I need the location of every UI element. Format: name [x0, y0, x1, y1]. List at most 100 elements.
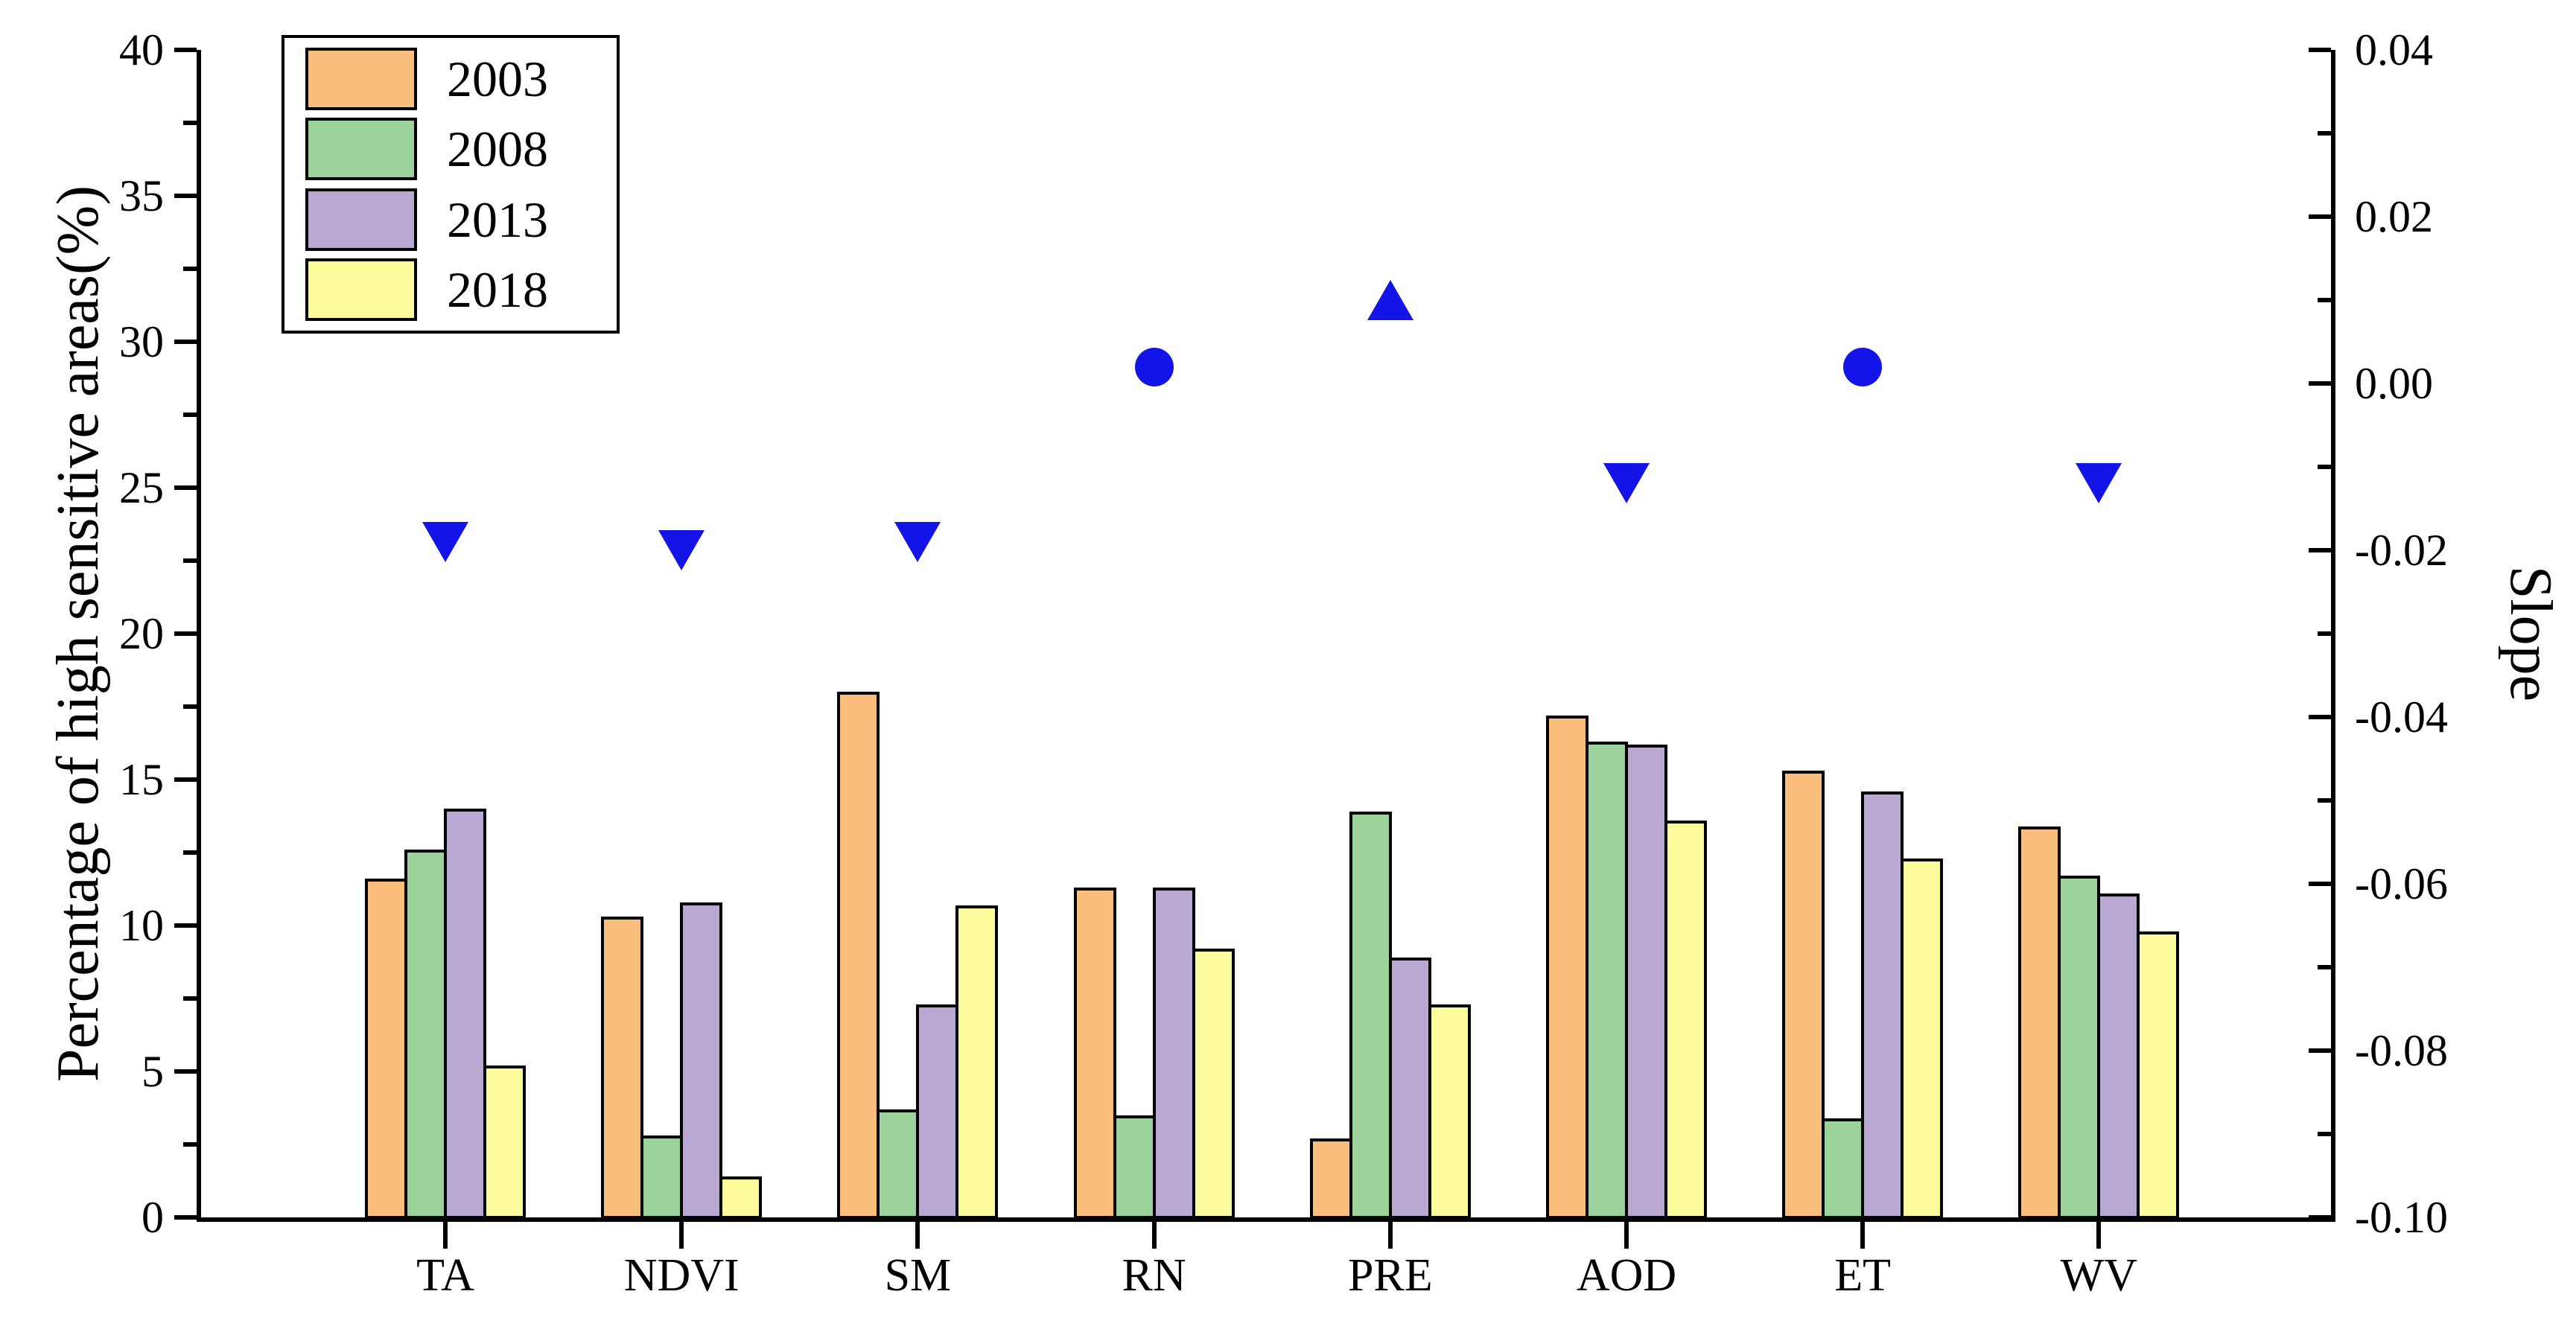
bar-2008-NDVI [640, 1135, 684, 1219]
right-axis-minor-tick [2318, 1132, 2331, 1136]
left-axis-minor-tick [183, 413, 197, 417]
left-axis-major-tick [174, 777, 197, 782]
right-axis-minor-tick [2318, 631, 2331, 636]
left-axis-minor-tick [183, 850, 197, 855]
legend-swatch-2003 [305, 47, 417, 110]
right-axis-tick-label: 0.04 [2355, 25, 2433, 74]
right-axis-major-tick [2309, 715, 2331, 719]
left-axis-tick-label: 15 [119, 755, 164, 804]
x-axis-tick [443, 1222, 448, 1249]
left-axis-minor-tick [183, 558, 197, 563]
bar-2008-TA [404, 850, 447, 1219]
bar-2003-PRE [1309, 1138, 1352, 1219]
slope-marker-triangle-down-WV [2076, 463, 2122, 504]
right-axis-minor-tick [2318, 798, 2331, 803]
bar-2013-SM [916, 1004, 959, 1219]
legend-swatch-2013 [305, 188, 417, 251]
bar-2003-AOD [1546, 715, 1588, 1219]
legend-label: 2008 [447, 121, 548, 178]
legend-label: 2013 [447, 191, 548, 248]
bar-2008-ET [1822, 1118, 1865, 1219]
x-axis-category-label: AOD [1576, 1250, 1677, 1301]
bar-2018-ET [1901, 858, 1944, 1219]
right-axis-tick-label: -0.08 [2355, 1026, 2448, 1075]
left-axis-title: Percentage of high sensitive areas(%) [45, 185, 111, 1082]
x-axis-category-label: NDVI [623, 1250, 740, 1301]
legend-label: 2018 [447, 261, 548, 319]
left-axis-minor-tick [183, 704, 197, 709]
legend-swatch-2008 [305, 118, 417, 181]
left-axis-major-tick [174, 48, 197, 52]
left-axis-major-tick [174, 923, 197, 928]
left-axis-tick-label: 5 [141, 1047, 164, 1096]
bar-2013-WV [2097, 893, 2140, 1219]
bar-2018-AOD [1664, 820, 1707, 1219]
left-axis-minor-tick [183, 267, 197, 271]
left-axis-spine [197, 50, 201, 1222]
x-axis-category-label: TA [416, 1250, 474, 1301]
x-axis-tick [1387, 1222, 1393, 1249]
left-axis-major-tick [174, 1069, 197, 1074]
legend-item-2018: 2018 [284, 255, 617, 324]
bar-2013-PRE [1388, 958, 1431, 1219]
bar-2018-RN [1192, 949, 1235, 1219]
legend-swatch-2018 [305, 258, 417, 322]
slope-marker-triangle-down-TA [422, 521, 468, 562]
bar-2003-ET [1782, 771, 1825, 1219]
bar-2008-SM [877, 1109, 920, 1219]
left-axis-major-tick [174, 1215, 197, 1220]
x-axis-category-label: WV [2060, 1250, 2138, 1301]
bar-2018-WV [2137, 931, 2180, 1219]
bar-2008-AOD [1586, 742, 1628, 1219]
left-axis-tick-label: 20 [119, 609, 164, 658]
left-axis-tick-label: 10 [119, 901, 164, 950]
x-axis-category-label: PRE [1347, 1250, 1433, 1301]
plot-area: 0 5 10 15 20 25 30 35 40 0.04 0.02 0.00 -0.02 -0.04 -0… [119, 25, 2448, 1301]
bottom-axis-spine [197, 1217, 2335, 1222]
legend-item-2008: 2008 [284, 115, 617, 183]
slope-marker-circle-RN [1134, 347, 1174, 386]
bar-2008-WV [2058, 876, 2101, 1219]
bar-2003-NDVI [601, 917, 644, 1219]
slope-marker-triangle-down-SM [894, 521, 941, 562]
bar-2008-RN [1113, 1115, 1156, 1219]
bar-2018-NDVI [719, 1176, 763, 1219]
right-axis-tick-label: 0.00 [2355, 359, 2433, 408]
bar-2003-TA [365, 879, 407, 1219]
bar-2013-AOD [1625, 744, 1667, 1219]
bar-2013-TA [444, 809, 486, 1219]
slope-marker-triangle-down-AOD [1603, 463, 1650, 504]
left-axis-major-tick [174, 631, 197, 636]
bar-2018-PRE [1428, 1004, 1471, 1219]
x-axis-category-label: SM [884, 1250, 952, 1301]
chart-figure: 0 5 10 15 20 25 30 35 40 0.04 0.02 0.00 -0.02 -0.04 -0… [45, 25, 2563, 1301]
left-axis-major-tick [174, 340, 197, 344]
right-axis-major-tick [2309, 1215, 2331, 1220]
right-axis-minor-tick [2318, 965, 2331, 969]
bar-2013-NDVI [680, 902, 723, 1219]
right-axis-major-tick [2309, 48, 2331, 52]
right-axis-major-tick [2309, 381, 2331, 386]
right-axis-major-tick [2309, 214, 2331, 219]
right-axis-spine [2331, 50, 2335, 1222]
left-axis-tick-label: 30 [119, 317, 164, 366]
x-axis-tick [915, 1222, 920, 1249]
x-axis-category-label: RN [1122, 1250, 1186, 1301]
x-axis-tick [679, 1222, 684, 1249]
bar-2013-ET [1861, 791, 1904, 1219]
right-axis-title: Slope [2498, 565, 2563, 702]
bar-2003-RN [1073, 888, 1116, 1219]
right-axis-tick-label: -0.02 [2355, 526, 2448, 575]
left-axis-minor-tick [183, 996, 197, 1001]
bar-2003-WV [2018, 826, 2061, 1219]
bar-2008-PRE [1349, 812, 1392, 1219]
x-axis-tick [1624, 1222, 1629, 1249]
slope-marker-triangle-down-NDVI [658, 530, 705, 570]
left-axis-major-tick [174, 485, 197, 490]
x-axis-category-label: ET [1834, 1250, 1892, 1301]
right-axis-minor-tick [2318, 131, 2331, 136]
right-axis-minor-tick [2318, 465, 2331, 469]
bar-2013-RN [1152, 888, 1195, 1219]
right-axis-minor-tick [2318, 298, 2331, 302]
bar-2018-TA [483, 1066, 526, 1219]
